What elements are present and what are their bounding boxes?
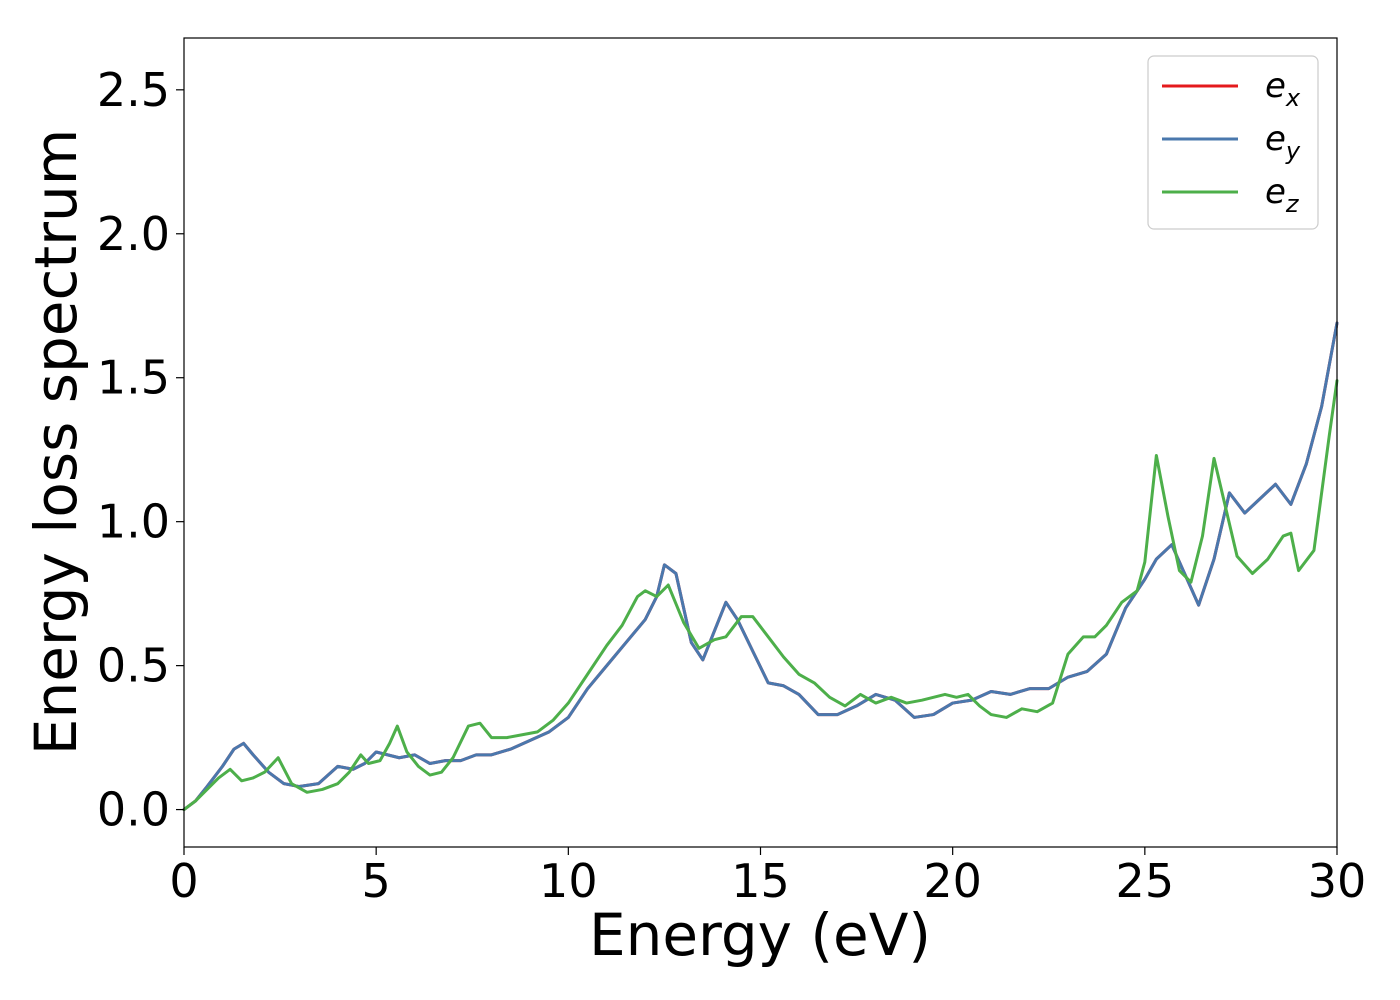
- y-tick-label: 1.5: [97, 351, 170, 405]
- plot-lines: [182, 321, 1339, 812]
- y-tick-label: 2.0: [97, 207, 170, 261]
- x-tick-label: 30: [1308, 854, 1367, 908]
- y-tick-label: 1.0: [97, 495, 170, 549]
- legend-label-e-z: ez: [1265, 172, 1300, 218]
- y-axis-ticks: 0.0 0.5 1.0 1.5 2.0 2.5: [97, 63, 184, 837]
- x-axis-ticks: 0 5 10 15 20 25 30: [169, 847, 1366, 908]
- y-tick-label: 0.0: [97, 783, 170, 837]
- x-tick-label: 0: [169, 854, 198, 908]
- x-tick-label: 20: [923, 854, 982, 908]
- legend-entries: ex ey ez: [1162, 66, 1301, 218]
- legend-label-e-y: ey: [1265, 119, 1301, 165]
- y-axis-label: Energy loss spectrum: [22, 129, 90, 755]
- series-line-e-y: [182, 321, 1339, 812]
- x-axis-label: Energy (eV): [589, 901, 931, 969]
- x-tick-label: 5: [362, 854, 391, 908]
- x-tick-label: 15: [731, 854, 790, 908]
- x-tick-label: 10: [539, 854, 598, 908]
- legend-label-e-x: ex: [1265, 66, 1301, 112]
- series-line-e-z: [182, 379, 1339, 812]
- series-line-e-x: [182, 321, 1339, 812]
- x-tick-label: 25: [1116, 854, 1175, 908]
- legend: ex ey ez: [1147, 55, 1319, 230]
- legend-box: [1147, 55, 1319, 230]
- y-tick-label: 0.5: [97, 639, 170, 693]
- y-tick-label: 2.5: [97, 63, 170, 117]
